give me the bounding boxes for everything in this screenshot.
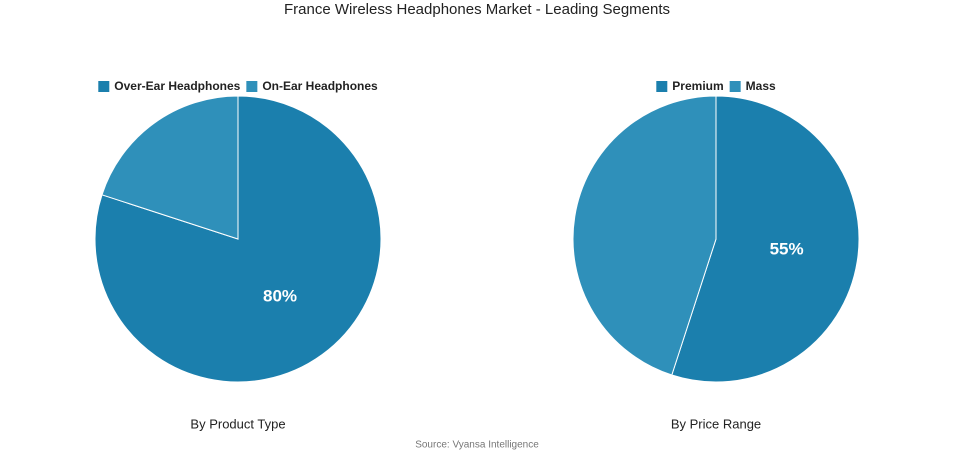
legend-swatch bbox=[729, 81, 741, 92]
chart-subtitle: By Product Type bbox=[190, 416, 285, 431]
legend: Over-Ear Headphones On-Ear Headphones bbox=[98, 79, 378, 93]
source: Source: Vyansa Intelligence bbox=[415, 440, 539, 451]
legend-label: On-Ear Headphones bbox=[262, 79, 378, 93]
value-label: 55% bbox=[770, 240, 804, 259]
value-label: 80% bbox=[263, 286, 297, 305]
pie-slice bbox=[572, 95, 717, 376]
legend-label: Mass bbox=[746, 79, 776, 93]
legend-label: Premium bbox=[672, 79, 723, 93]
pie-slice bbox=[671, 95, 860, 383]
legend-label: Over-Ear Headphones bbox=[114, 79, 240, 93]
pie-slice bbox=[101, 95, 239, 240]
chart-title: France Wireless Headphones Market - Lead… bbox=[284, 1, 670, 18]
legend: Premium Mass bbox=[656, 79, 776, 93]
legend-swatch bbox=[246, 81, 258, 92]
chart-subtitle: By Price Range bbox=[671, 416, 761, 431]
legend-swatch bbox=[656, 81, 668, 92]
legend-swatch bbox=[98, 81, 110, 92]
